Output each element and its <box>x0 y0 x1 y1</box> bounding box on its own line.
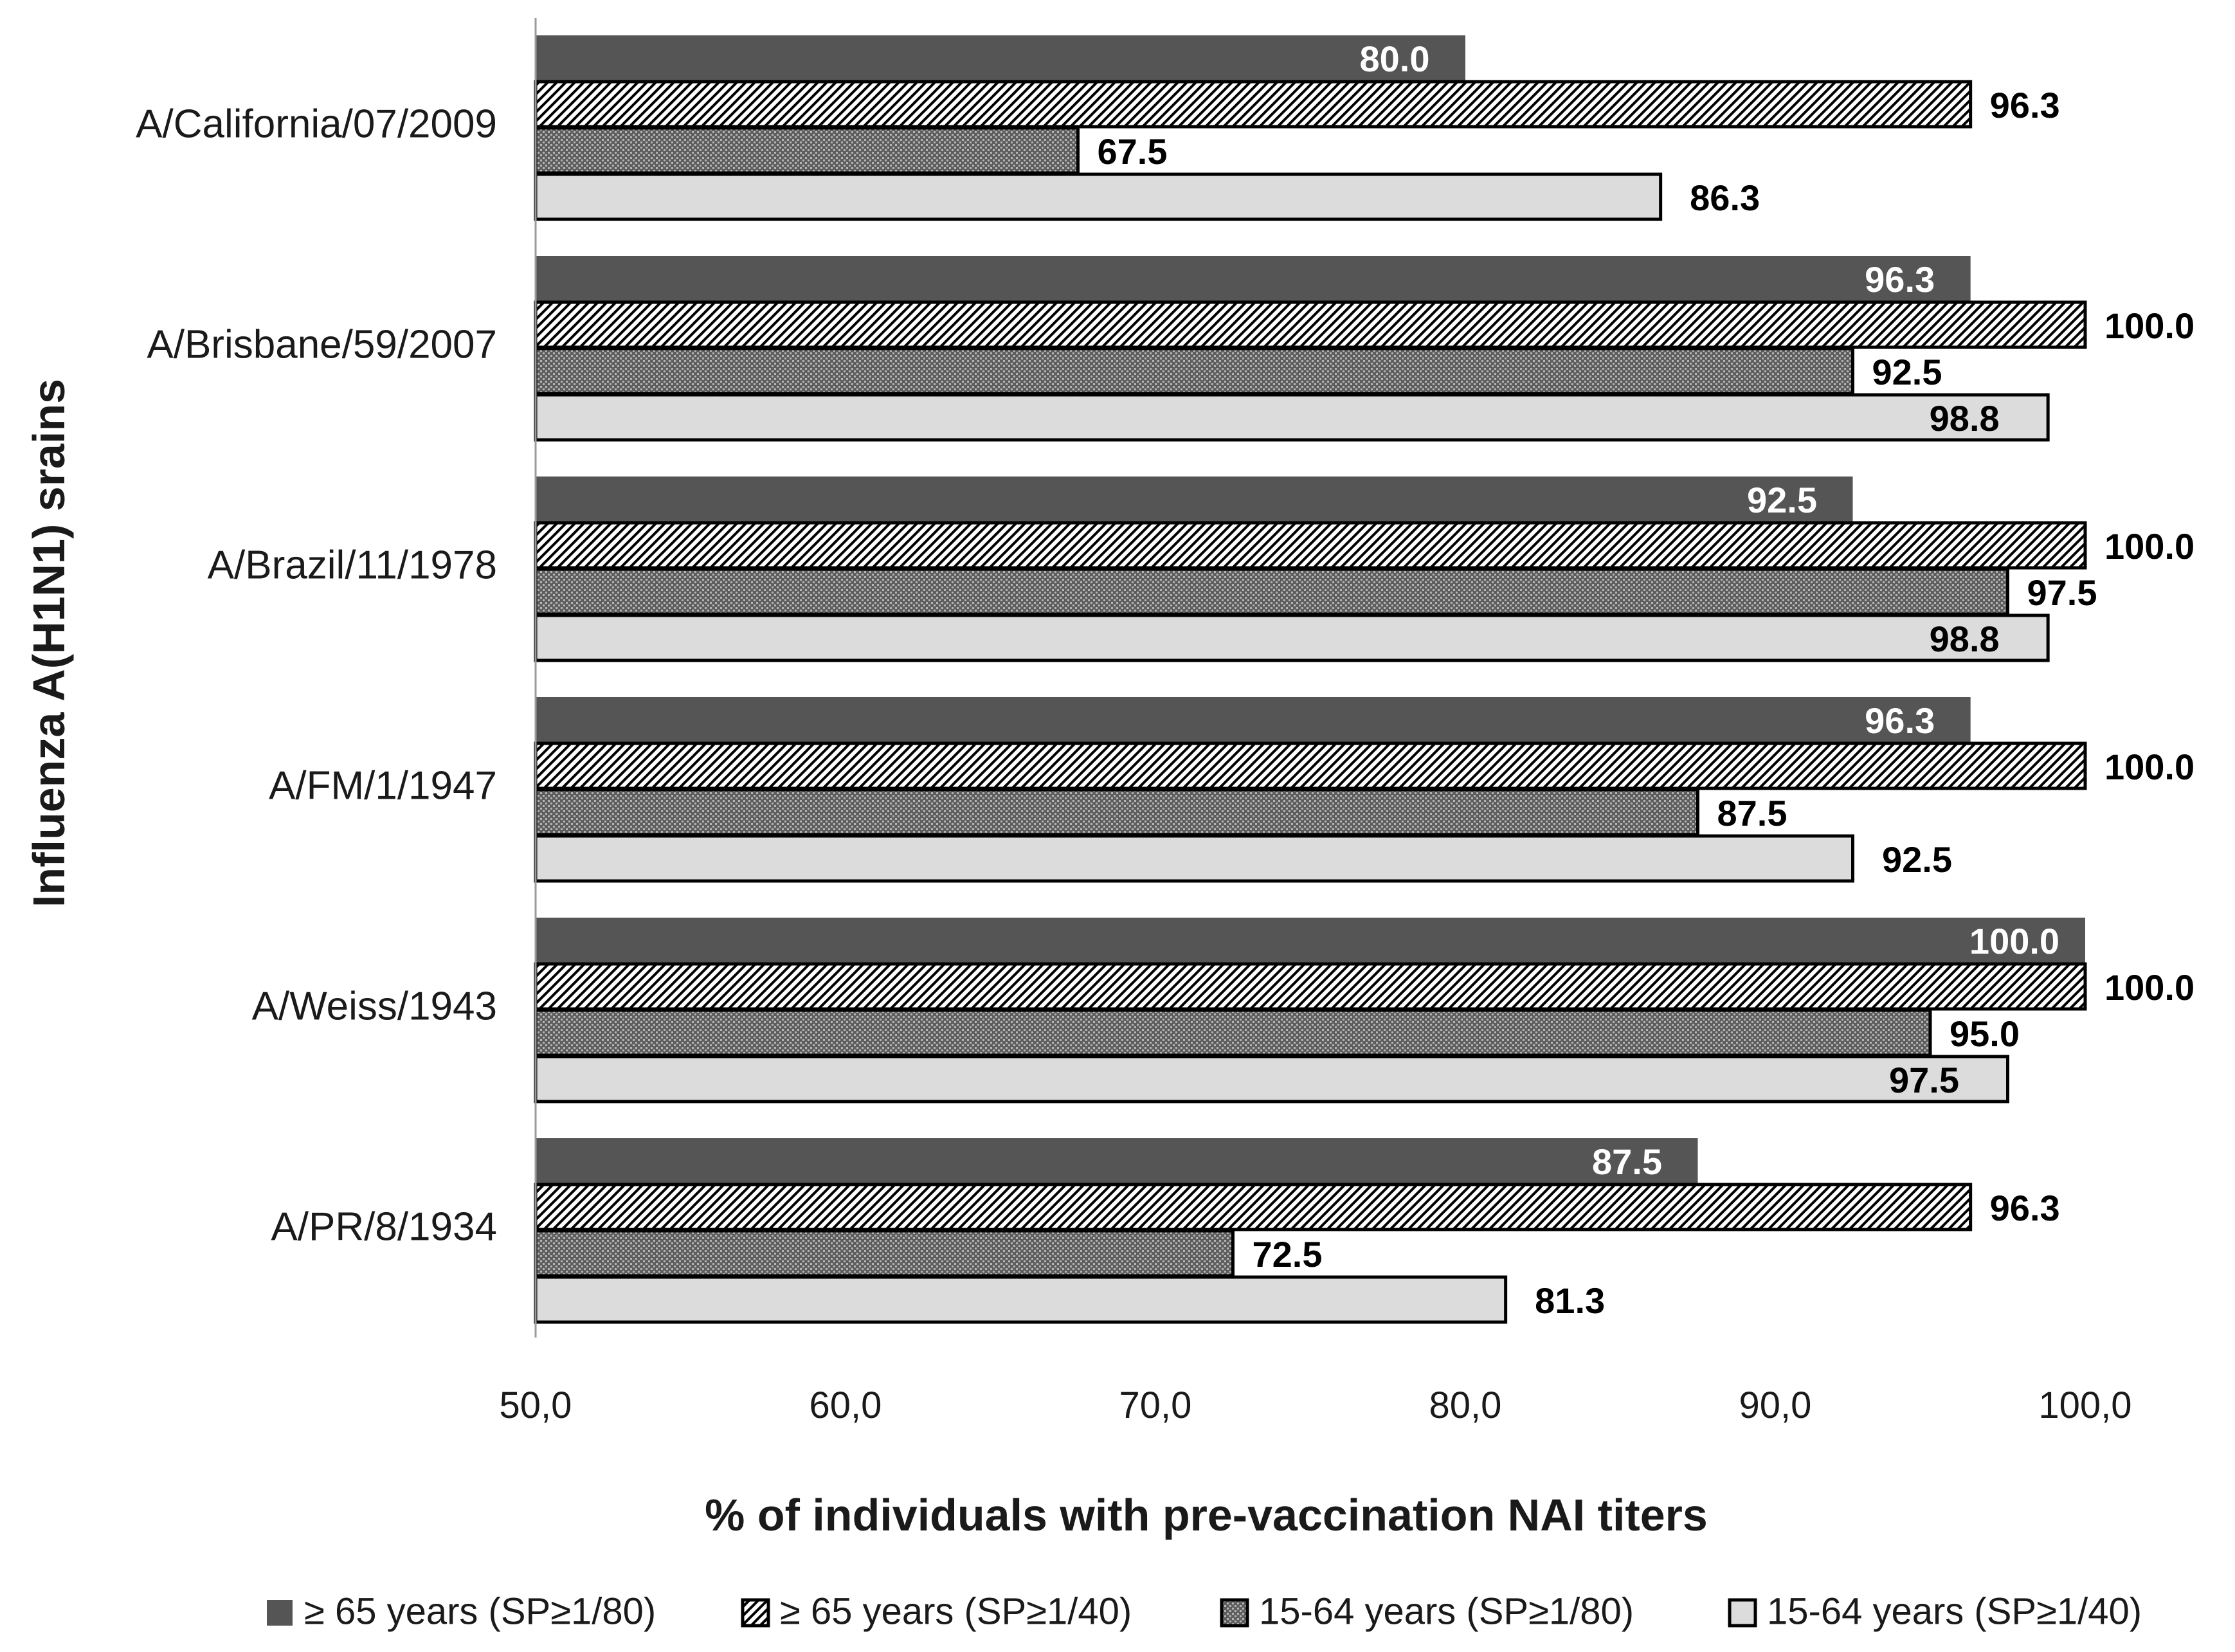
legend: ≥ 65 years (SP≥1/80) ≥ 65 years (SP≥1/40)… <box>267 1590 2142 1632</box>
category-label: A/Weiss/1943 <box>252 984 497 1028</box>
data-label: 97.5 <box>1889 1060 1959 1100</box>
data-label: 100.0 <box>2104 305 2194 346</box>
bar <box>534 1275 1508 1324</box>
data-label: 80.0 <box>1360 39 1430 79</box>
legend-label: ≥ 65 years (SP≥1/80) <box>304 1590 656 1632</box>
bars-layer <box>534 35 2087 1324</box>
legend-item: ≥ 65 years (SP≥1/40) <box>741 1590 1132 1632</box>
bar <box>534 613 2050 662</box>
bar <box>534 1183 1973 1231</box>
category-label: A/California/07/2009 <box>136 102 497 146</box>
data-label: 87.5 <box>1717 793 1787 833</box>
data-label: 67.5 <box>1098 131 1168 172</box>
legend-swatch <box>1220 1598 1249 1628</box>
data-label: 100.0 <box>2104 967 2194 1008</box>
data-label: 95.0 <box>1950 1013 2020 1054</box>
bar <box>536 1138 1698 1183</box>
legend-swatch <box>267 1600 293 1626</box>
category-label: A/Brisbane/59/2007 <box>147 322 497 367</box>
data-label: 98.8 <box>1930 619 2000 659</box>
data-labels-layer: 80.0 96.3 67.5 86.3 96.3 100.0 92.5 98.8 92.5 100… <box>1098 39 2195 1321</box>
data-label: 100.0 <box>2104 526 2194 567</box>
data-label: 81.3 <box>1535 1280 1605 1321</box>
legend-label: 15-64 years (SP≥1/40) <box>1767 1590 2142 1632</box>
category-label: A/FM/1/1947 <box>269 763 497 808</box>
legend-label: 15-64 years (SP≥1/80) <box>1259 1590 1634 1632</box>
y-axis-title: Influenza A(H1N1) srains <box>24 379 74 907</box>
bar <box>534 80 1973 129</box>
bar <box>536 918 2085 963</box>
data-label: 100.0 <box>2104 747 2194 787</box>
bar <box>534 741 2087 790</box>
bar <box>536 477 1853 522</box>
data-label: 96.3 <box>1990 1188 2060 1228</box>
data-label: 92.5 <box>1882 839 1952 880</box>
data-label: 96.3 <box>1990 85 2060 125</box>
category-label: A/PR/8/1934 <box>271 1204 497 1249</box>
bar <box>536 697 1971 742</box>
category-label: A/Brazil/11/1978 <box>208 543 497 587</box>
bar <box>534 393 2050 442</box>
data-label: 92.5 <box>1872 352 1942 392</box>
bar <box>536 35 1465 80</box>
legend-item: 15-64 years (SP≥1/80) <box>1220 1590 1634 1632</box>
bar <box>534 1055 2009 1103</box>
data-label: 72.5 <box>1253 1234 1323 1275</box>
bar <box>534 567 2009 616</box>
data-label: 100.0 <box>1969 921 2059 961</box>
x-tick-label: 60,0 <box>810 1384 882 1426</box>
bar <box>534 834 1854 883</box>
bar <box>534 962 2087 1011</box>
data-label: 98.8 <box>1930 398 2000 439</box>
x-tick-label: 70,0 <box>1119 1384 1192 1426</box>
data-label: 86.3 <box>1690 177 1760 218</box>
bar <box>534 172 1663 221</box>
bar <box>534 1229 1235 1278</box>
category-labels: A/California/07/2009 A/Brisbane/59/2007 A/… <box>136 102 497 1249</box>
x-tick-labels: 50,0 60,0 70,0 80,0 90,0 100,0 <box>500 1384 2132 1426</box>
bar <box>534 300 2087 349</box>
x-tick-label: 90,0 <box>1739 1384 1812 1426</box>
bar <box>534 347 1854 395</box>
bar <box>534 1008 1932 1057</box>
data-label: 96.3 <box>1865 700 1935 741</box>
data-label: 97.5 <box>2027 572 2097 613</box>
x-tick-label: 50,0 <box>500 1384 572 1426</box>
bar <box>534 521 2087 570</box>
x-tick-label: 80,0 <box>1429 1384 1502 1426</box>
legend-label: ≥ 65 years (SP≥1/40) <box>780 1590 1132 1632</box>
x-axis-title: % of individuals with pre-vaccination NA… <box>705 1490 1708 1540</box>
legend-item: ≥ 65 years (SP≥1/80) <box>267 1590 656 1632</box>
data-label: 87.5 <box>1592 1141 1662 1182</box>
bar <box>536 256 1971 301</box>
data-label: 92.5 <box>1747 480 1817 520</box>
x-tick-label: 100,0 <box>2038 1384 2131 1426</box>
legend-item: 15-64 years (SP≥1/40) <box>1728 1590 2142 1632</box>
legend-swatch <box>741 1598 770 1628</box>
legend-swatch <box>1728 1598 1757 1628</box>
bar <box>534 126 1080 175</box>
bar <box>534 788 1699 837</box>
data-label: 96.3 <box>1865 259 1935 300</box>
